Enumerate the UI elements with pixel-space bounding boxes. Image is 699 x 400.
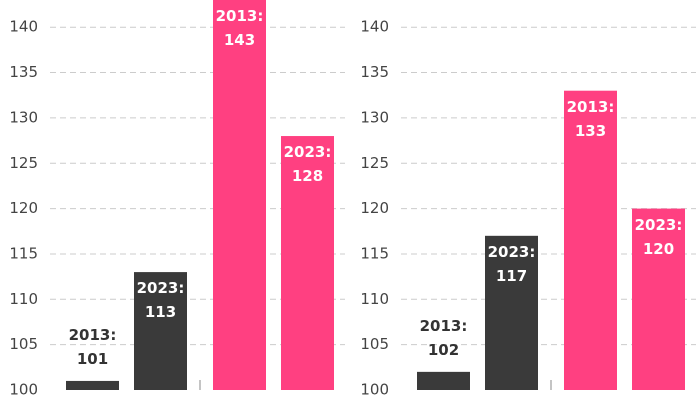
bar — [564, 90, 617, 390]
value-label: 2023: 113 — [136, 279, 185, 322]
bar — [632, 208, 685, 390]
y-tick-label: 130 — [9, 108, 38, 126]
value-label: 2013: 133 — [566, 97, 615, 140]
value-label: 2023: 120 — [634, 215, 683, 258]
y-tick-label: 140 — [360, 18, 389, 36]
y-tick-label: 105 — [9, 335, 38, 353]
y-tick-label: 140 — [9, 18, 38, 36]
bar — [417, 371, 470, 390]
y-tick-label: 135 — [9, 63, 38, 81]
y-tick-label: 100 — [9, 381, 38, 399]
y-tick-label: 105 — [360, 335, 389, 353]
y-tick-label: 130 — [360, 108, 389, 126]
y-tick-label: 120 — [9, 199, 38, 217]
value-label: 2023: 128 — [283, 143, 332, 186]
y-tick-label: 115 — [360, 244, 389, 262]
value-label: 2013: 143 — [215, 7, 264, 49]
y-tick-label: 110 — [9, 290, 38, 308]
bar — [134, 272, 187, 390]
y-tick-label: 120 — [360, 199, 389, 217]
value-label: 2023: 117 — [487, 242, 536, 285]
y-tick-label: 125 — [360, 154, 389, 172]
bar — [213, 0, 266, 390]
bar — [66, 380, 119, 390]
y-tick-label: 135 — [360, 63, 389, 81]
bar — [281, 136, 334, 390]
bar — [485, 235, 538, 390]
value-label: 2013: 101 — [68, 325, 117, 368]
y-tick-label: 125 — [9, 154, 38, 172]
y-tick-label: 100 — [360, 381, 389, 399]
value-label: 2013: 102 — [419, 316, 468, 359]
y-tick-label: 110 — [360, 290, 389, 308]
y-tick-label: 115 — [9, 244, 38, 262]
